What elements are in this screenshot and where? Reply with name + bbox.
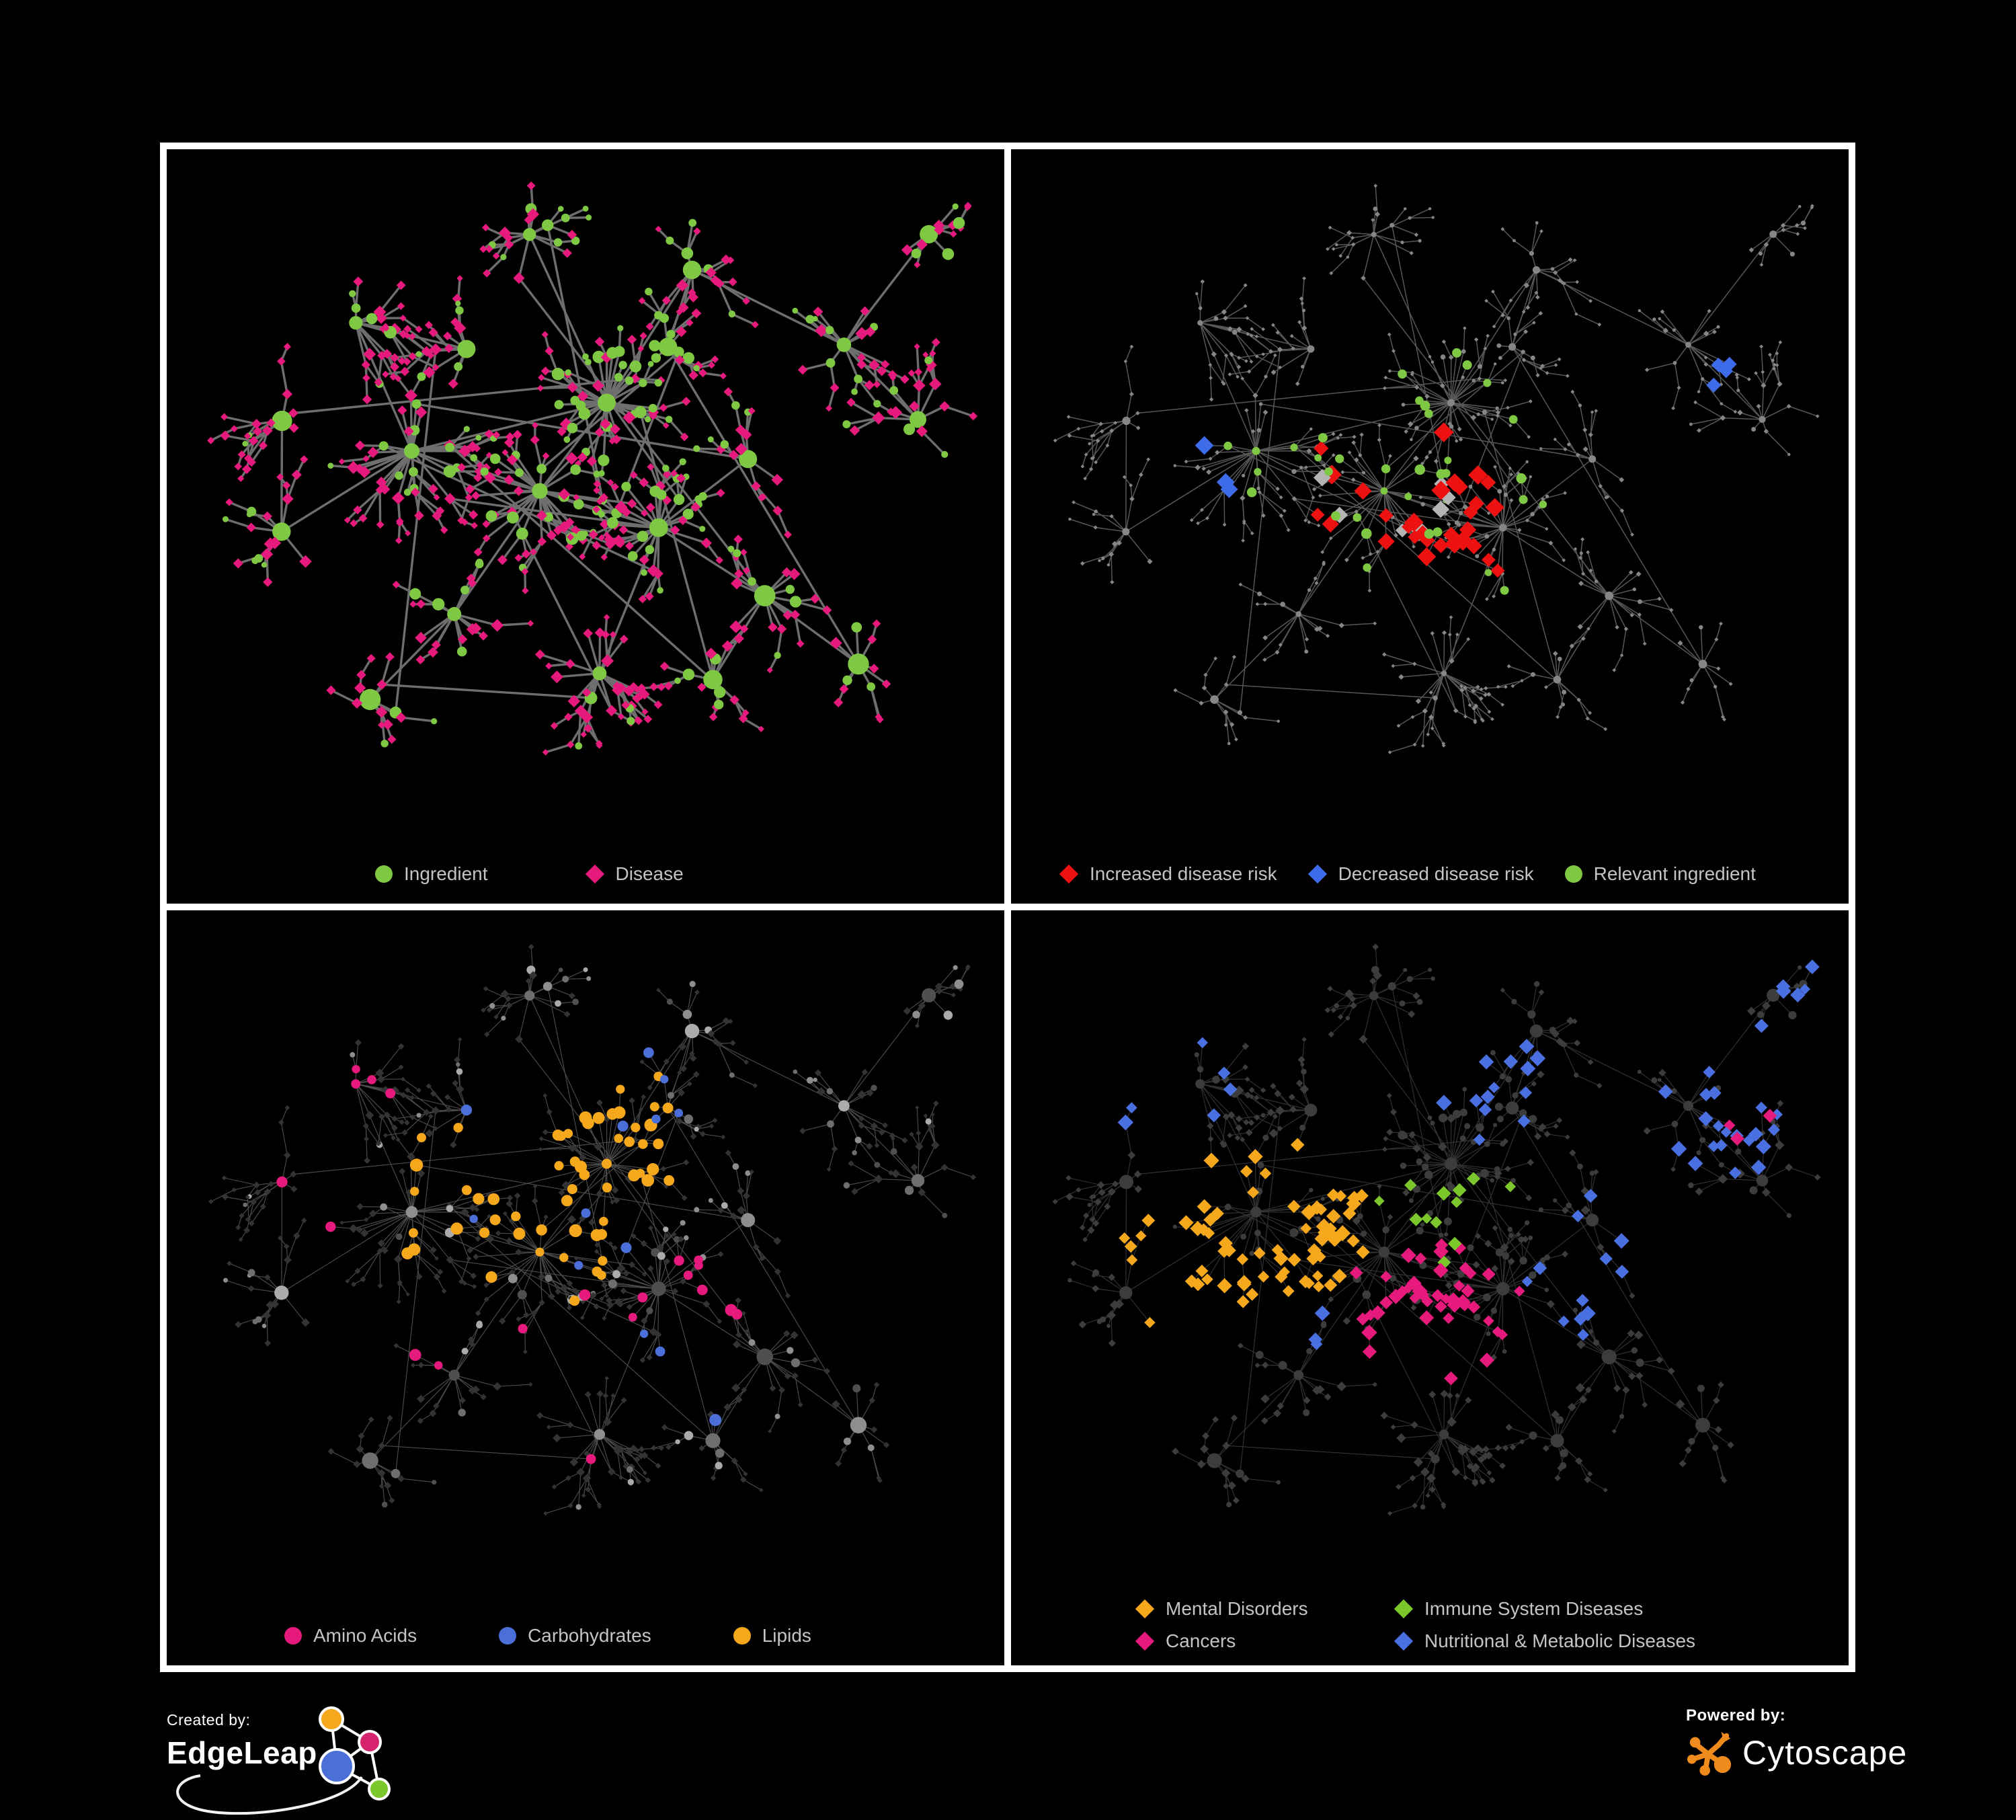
legend-item: Mental Disorders bbox=[1135, 1598, 1394, 1620]
legend-item: Ingredient bbox=[375, 863, 488, 885]
panel-ingredient-disease: Ingredient Disease bbox=[167, 149, 1004, 904]
legend-label: Disease bbox=[615, 863, 684, 884]
legend-item: Decreased disease risk bbox=[1307, 863, 1534, 885]
nodes-layer bbox=[1052, 943, 1821, 1516]
nodes-layer bbox=[208, 944, 977, 1516]
diamond-legend-marker bbox=[1307, 864, 1327, 884]
cytoscape-logo-icon bbox=[1687, 1731, 1732, 1776]
diamond-legend-marker bbox=[1059, 864, 1079, 884]
network-graph-disease-risk bbox=[1053, 184, 1820, 754]
legend-label: Amino Acids bbox=[313, 1625, 417, 1646]
diamond-legend-marker bbox=[1394, 1599, 1414, 1619]
edgeleap-logo-icon bbox=[176, 1706, 391, 1815]
network-graph-macronutrients bbox=[208, 944, 977, 1516]
diamond-legend-marker bbox=[585, 864, 604, 884]
legend-label: Ingredient bbox=[404, 863, 488, 884]
network-graph-disease-categories bbox=[1052, 943, 1821, 1516]
legend-item: Cancers bbox=[1135, 1630, 1394, 1652]
circle-legend-marker bbox=[284, 1627, 302, 1645]
figure-board: Ingredient Disease Increased disease risk… bbox=[160, 143, 1855, 1672]
legend-item: Carbohydrates bbox=[499, 1625, 651, 1647]
legend-label: Relevant ingredient bbox=[1593, 863, 1756, 884]
circle-legend-marker bbox=[499, 1627, 517, 1645]
legend-label: Immune System Diseases bbox=[1424, 1598, 1644, 1619]
legend-macronutrients: Amino Acids Carbohydrates Lipids bbox=[167, 1625, 1004, 1647]
diamond-legend-marker bbox=[1394, 1631, 1414, 1651]
circle-legend-marker bbox=[733, 1627, 751, 1645]
legend-disease-risk: Increased disease risk Decreased disease … bbox=[1011, 863, 1849, 885]
legend-label: Nutritional & Metabolic Diseases bbox=[1424, 1630, 1696, 1651]
legend-label: Decreased disease risk bbox=[1338, 863, 1534, 884]
panel-disease-risk: Increased disease risk Decreased disease … bbox=[1011, 149, 1849, 904]
legend-label: Lipids bbox=[762, 1625, 811, 1646]
legend-label: Carbohydrates bbox=[528, 1625, 651, 1646]
nodes-layer bbox=[1053, 184, 1820, 754]
legend-ingredient-disease: Ingredient Disease bbox=[167, 863, 1004, 885]
legend-item: Disease bbox=[585, 863, 684, 885]
diamond-legend-marker bbox=[1135, 1599, 1155, 1619]
circle-legend-marker bbox=[375, 865, 393, 883]
powered-by-block: Powered by: Cytoscape bbox=[1686, 1706, 1907, 1776]
legend-item: Nutritional & Metabolic Diseases bbox=[1394, 1630, 1695, 1652]
edges-layer bbox=[1055, 186, 1818, 753]
nodes-layer bbox=[207, 181, 978, 756]
legend-item: Lipids bbox=[733, 1625, 811, 1647]
created-by-label: Created by: bbox=[167, 1711, 251, 1729]
legend-item: Immune System Diseases bbox=[1394, 1598, 1695, 1620]
circle-legend-marker bbox=[1564, 865, 1582, 883]
legend-label: Increased disease risk bbox=[1090, 863, 1277, 884]
cytoscape-brand: Cytoscape bbox=[1742, 1734, 1908, 1772]
network-graph-ingredient-disease bbox=[207, 181, 978, 756]
legend-label: Cancers bbox=[1166, 1630, 1236, 1651]
legend-item: Amino Acids bbox=[284, 1625, 417, 1647]
powered-by-label: Powered by: bbox=[1686, 1706, 1786, 1725]
legend-label: Mental Disorders bbox=[1166, 1598, 1308, 1619]
panel-macronutrients: Amino Acids Carbohydrates Lipids bbox=[167, 910, 1004, 1665]
legend-disease-categories: Mental Disorders Immune System Diseases Ca… bbox=[1011, 1598, 1849, 1652]
legend-item: Increased disease risk bbox=[1059, 863, 1277, 885]
edgeleap-brand: EdgeLeap bbox=[167, 1735, 317, 1770]
panel-disease-categories: Mental Disorders Immune System Diseases Ca… bbox=[1011, 910, 1849, 1665]
panel-divider-horizontal bbox=[167, 904, 1849, 910]
created-by-block: Created by: EdgeLeap bbox=[167, 1706, 391, 1815]
diamond-legend-marker bbox=[1135, 1631, 1155, 1651]
legend-item: Relevant ingredient bbox=[1564, 863, 1756, 885]
